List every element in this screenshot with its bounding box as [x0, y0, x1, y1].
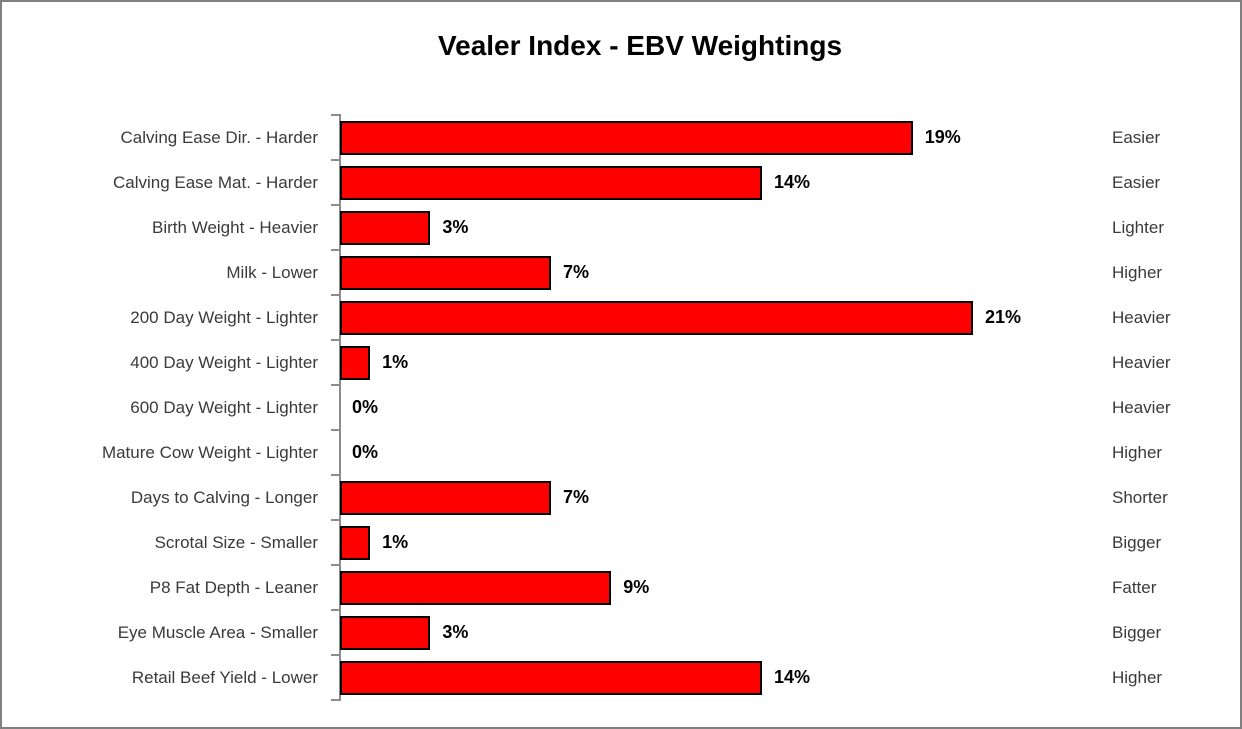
bar	[340, 210, 431, 245]
axis-tick	[331, 384, 340, 386]
axis-tick	[331, 249, 340, 251]
value-label: 14%	[774, 667, 811, 687]
chart-rows: Calving Ease Dir. - Harder 19% Easier Ca…	[2, 115, 1240, 700]
chart-row: Days to Calving - Longer 7% Shorter	[2, 475, 1240, 520]
axis-tick	[331, 519, 340, 521]
bar	[340, 525, 371, 560]
category-label: Days to Calving - Longer	[130, 488, 318, 507]
direction-label: Heavier	[1112, 353, 1171, 372]
direction-label: Lighter	[1112, 218, 1164, 237]
value-label: 0%	[352, 442, 379, 462]
bar-track: 1%	[340, 340, 973, 385]
axis-tick	[331, 114, 340, 116]
axis-tick	[331, 294, 340, 296]
y-axis-line	[339, 114, 341, 701]
direction-label: Heavier	[1112, 398, 1171, 417]
bar	[340, 345, 371, 380]
axis-tick	[331, 204, 340, 206]
value-label: 1%	[382, 352, 409, 372]
category-label: Calving Ease Mat. - Harder	[112, 173, 318, 192]
direction-label: Easier	[1112, 128, 1161, 147]
chart-row: Scrotal Size - Smaller 1% Bigger	[2, 520, 1240, 565]
bar-track: 1%	[340, 520, 973, 565]
chart-row: Mature Cow Weight - Lighter 0% Higher	[2, 430, 1240, 475]
bar-track: 9%	[340, 565, 973, 610]
category-label: Retail Beef Yield - Lower	[131, 668, 318, 687]
bar	[340, 255, 551, 290]
direction-label: Bigger	[1112, 533, 1162, 552]
value-label: 1%	[382, 532, 409, 552]
category-label: Scrotal Size - Smaller	[154, 533, 318, 552]
chart-row: Eye Muscle Area - Smaller 3% Bigger	[2, 610, 1240, 655]
value-label: 9%	[623, 577, 650, 597]
axis-tick	[331, 159, 340, 161]
category-label: 600 Day Weight - Lighter	[130, 398, 318, 417]
category-label: 200 Day Weight - Lighter	[130, 308, 318, 327]
bar-track: 7%	[340, 475, 973, 520]
chart-title: Vealer Index - EBV Weightings	[437, 30, 843, 61]
direction-label: Higher	[1112, 263, 1163, 282]
axis-ticks	[331, 114, 340, 701]
value-label: 21%	[985, 307, 1022, 327]
direction-label: Heavier	[1112, 308, 1171, 327]
category-label: Mature Cow Weight - Lighter	[101, 443, 318, 462]
bar-track: 14%	[340, 655, 973, 700]
bar-track: 3%	[340, 610, 973, 655]
category-label: Milk - Lower	[226, 263, 318, 282]
axis-tick	[331, 654, 340, 656]
value-label: 7%	[563, 262, 590, 282]
direction-label: Bigger	[1112, 623, 1162, 642]
chart-row: 200 Day Weight - Lighter 21% Heavier	[2, 295, 1240, 340]
direction-label: Fatter	[1112, 578, 1157, 597]
category-label: Birth Weight - Heavier	[152, 218, 318, 237]
axis-tick	[331, 474, 340, 476]
value-label: 7%	[563, 487, 590, 507]
value-label: 3%	[442, 622, 469, 642]
chart-row: Calving Ease Mat. - Harder 14% Easier	[2, 160, 1240, 205]
bar-track: 0%	[340, 430, 973, 475]
bar	[340, 300, 973, 335]
direction-label: Higher	[1112, 443, 1163, 462]
category-label: 400 Day Weight - Lighter	[130, 353, 318, 372]
bar-track: 3%	[340, 205, 973, 250]
chart-row: 400 Day Weight - Lighter 1% Heavier	[2, 340, 1240, 385]
value-label: 3%	[442, 217, 469, 237]
bar-track: 21%	[340, 295, 1021, 340]
axis-tick	[331, 609, 340, 611]
bar	[340, 165, 762, 200]
value-label: 19%	[924, 127, 961, 147]
axis-tick	[331, 699, 340, 701]
bar	[340, 120, 913, 155]
chart-row: Retail Beef Yield - Lower 14% Higher	[2, 655, 1240, 700]
axis-tick	[331, 564, 340, 566]
bar	[340, 570, 612, 605]
chart-row: P8 Fat Depth - Leaner 9% Fatter	[2, 565, 1240, 610]
chart-row: Milk - Lower 7% Higher	[2, 250, 1240, 295]
value-label: 14%	[774, 172, 811, 192]
direction-label: Higher	[1112, 668, 1163, 687]
bar	[340, 480, 551, 515]
value-label: 0%	[352, 397, 379, 417]
axis-tick	[331, 339, 340, 341]
bar	[340, 660, 762, 695]
chart-row: Birth Weight - Heavier 3% Lighter	[2, 205, 1240, 250]
chart-row: Calving Ease Dir. - Harder 19% Easier	[2, 115, 1240, 160]
category-label: Eye Muscle Area - Smaller	[117, 623, 318, 642]
bar	[340, 615, 431, 650]
axis-tick	[331, 429, 340, 431]
category-label: P8 Fat Depth - Leaner	[149, 578, 318, 597]
bar-track: 14%	[340, 160, 973, 205]
direction-label: Easier	[1112, 173, 1161, 192]
direction-label: Shorter	[1112, 488, 1168, 507]
bar-track: 0%	[340, 385, 973, 430]
bar-track: 19%	[340, 115, 973, 160]
chart-row: 600 Day Weight - Lighter 0% Heavier	[2, 385, 1240, 430]
bar-track: 7%	[340, 250, 973, 295]
category-label: Calving Ease Dir. - Harder	[120, 128, 318, 147]
